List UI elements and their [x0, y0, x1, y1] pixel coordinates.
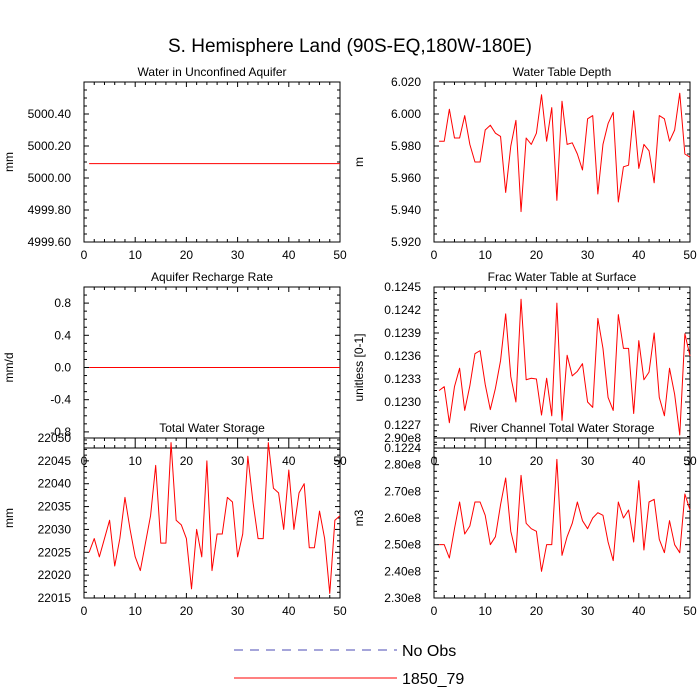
chart-panel-river-channel-total-water-storage: River Channel Total Water Storage m3 0 10 20…	[352, 421, 697, 618]
panel-title: River Channel Total Water Storage	[470, 421, 655, 435]
y-tick-label: 0.1236	[384, 349, 421, 363]
panel-title: Frac Water Table at Surface	[488, 270, 637, 284]
x-tick-label: 30	[231, 248, 245, 262]
y-tick-label: 5.960	[391, 171, 421, 185]
legend-label-1850-79: 1850_79	[402, 671, 464, 688]
y-tick-label: 0.1242	[384, 303, 421, 317]
y-tick-label: 2.90e8	[384, 431, 421, 445]
legend: No Obs 1850_79	[234, 643, 464, 688]
panel-title: Aquifer Recharge Rate	[151, 270, 273, 284]
series-line-1850-79	[439, 92, 691, 213]
y-axis-label: m3	[352, 509, 366, 526]
x-tick-label: 10	[479, 454, 493, 468]
x-tick-label: 30	[231, 604, 245, 618]
y-tick-label: 22015	[38, 591, 72, 605]
y-tick-label: 0.1230	[384, 395, 421, 409]
x-tick-label: 20	[180, 604, 194, 618]
y-tick-label: 6.000	[391, 107, 421, 121]
y-tick-label: 0.1245	[384, 280, 421, 294]
y-tick-label: 0.0	[54, 361, 71, 375]
y-tick-label: 6.020	[391, 75, 421, 89]
legend-label-no-obs: No Obs	[402, 643, 456, 660]
y-tick-label: 4999.60	[28, 235, 72, 249]
y-tick-label: 5.940	[391, 203, 421, 217]
y-tick-label: 5000.00	[28, 171, 72, 185]
y-tick-label: 0.1224	[384, 441, 421, 455]
x-tick-label: 20	[530, 454, 544, 468]
x-tick-label: 10	[129, 454, 143, 468]
y-tick-label: 5000.20	[28, 139, 72, 153]
y-tick-label: 2.50e8	[384, 538, 421, 552]
y-axis-label: mm/d	[2, 353, 16, 383]
x-tick-label: 10	[479, 604, 493, 618]
y-tick-label: 0.8	[54, 296, 71, 310]
x-tick-label: 10	[129, 604, 143, 618]
x-tick-label: 40	[282, 248, 296, 262]
chart-panel-water-in-unconfined-aquifer: Water in Unconfined Aquifer mm 0 10 20 30 40 50…	[2, 65, 347, 262]
y-tick-label: 22020	[38, 568, 72, 582]
panel-title: Total Water Storage	[159, 421, 265, 435]
x-tick-label: 50	[683, 604, 697, 618]
x-tick-label: 50	[683, 248, 697, 262]
y-tick-label: -0.8	[50, 425, 71, 439]
y-tick-label: 5000.40	[28, 107, 72, 121]
y-tick-label: 0.4	[54, 328, 71, 342]
series-line-1850-79	[438, 298, 691, 436]
x-tick-label: 40	[282, 454, 296, 468]
x-tick-label: 20	[530, 604, 544, 618]
y-tick-label: 5.980	[391, 139, 421, 153]
panel-title: Water in Unconfined Aquifer	[138, 65, 287, 79]
x-tick-label: 0	[81, 604, 88, 618]
x-tick-label: 40	[282, 604, 296, 618]
y-axis-label: mm	[2, 508, 16, 528]
chart-panel-total-water-storage: Total Water Storage mm 0 10 20 30 40 50 22015 220…	[2, 421, 347, 618]
figure-title: S. Hemisphere Land (90S-EQ,180W-180E)	[168, 36, 532, 57]
y-tick-label: 4999.80	[28, 203, 72, 217]
y-tick-label: 22050	[38, 431, 72, 445]
x-tick-label: 50	[333, 248, 347, 262]
x-tick-label: 50	[333, 604, 347, 618]
x-tick-label: 20	[530, 248, 544, 262]
y-tick-label: 2.80e8	[384, 458, 421, 472]
x-tick-label: 10	[129, 248, 143, 262]
y-tick-label: 0.1233	[384, 372, 421, 386]
x-tick-label: 30	[581, 454, 595, 468]
x-tick-label: 30	[581, 248, 595, 262]
x-tick-label: 30	[581, 604, 595, 618]
x-tick-label: 40	[632, 604, 646, 618]
y-tick-label: 2.60e8	[384, 511, 421, 525]
y-axis-label: unitless [0-1]	[352, 333, 366, 401]
y-tick-label: 2.30e8	[384, 591, 421, 605]
x-tick-label: 10	[479, 248, 493, 262]
y-tick-label: 22030	[38, 522, 72, 536]
x-tick-label: 40	[632, 454, 646, 468]
y-tick-label: 22025	[38, 545, 72, 559]
y-tick-label: 2.40e8	[384, 564, 421, 578]
series-line-1850-79	[439, 458, 691, 572]
y-tick-label: -0.4	[50, 393, 71, 407]
x-tick-label: 30	[231, 454, 245, 468]
y-tick-label: 22040	[38, 477, 72, 491]
y-tick-label: 22035	[38, 500, 72, 514]
y-tick-label: 2.70e8	[384, 484, 421, 498]
y-tick-label: 0.1239	[384, 326, 421, 340]
y-tick-label: 22045	[38, 454, 72, 468]
y-axis-label: m	[352, 157, 366, 167]
x-tick-label: 40	[632, 248, 646, 262]
x-tick-label: 20	[180, 454, 194, 468]
chart-panel-water-table-depth: Water Table Depth m 0 10 20 30 40 50 5.920 5.940 5…	[352, 65, 697, 262]
x-tick-label: 0	[81, 248, 88, 262]
y-tick-label: 0.1227	[384, 418, 421, 432]
panel-title: Water Table Depth	[513, 65, 612, 79]
x-tick-label: 0	[431, 248, 438, 262]
x-tick-label: 0	[431, 604, 438, 618]
y-tick-label: 5.920	[391, 235, 421, 249]
x-tick-label: 20	[180, 248, 194, 262]
chart-panel-frac-water-table-at-surface: Frac Water Table at Surface unitless [0-1…	[352, 270, 697, 468]
y-axis-label: mm	[2, 152, 16, 172]
series-line-1850-79	[88, 442, 341, 594]
